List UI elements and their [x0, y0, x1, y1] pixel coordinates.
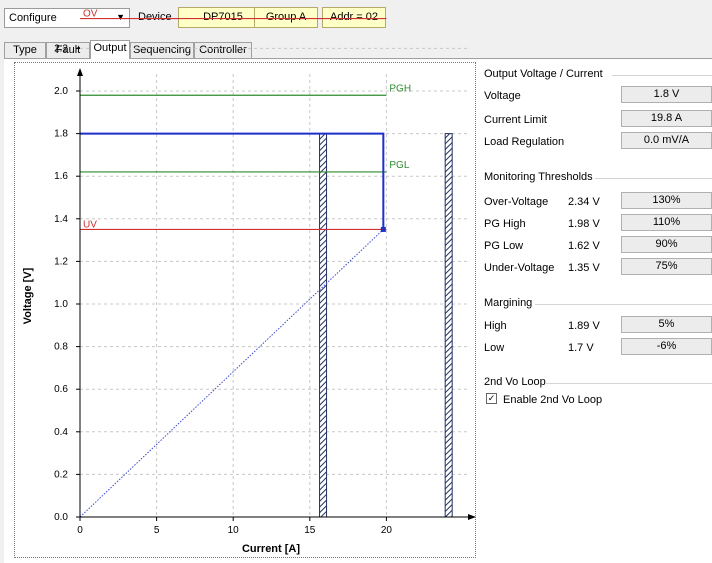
pg-low-value[interactable]: 90%: [621, 236, 712, 253]
margining-row-volt: 1.89 V: [568, 320, 600, 332]
y-axis-label: Voltage [V]: [22, 267, 34, 324]
tab-type[interactable]: Type: [4, 42, 46, 58]
monitoring-group-title: Monitoring Thresholds: [484, 171, 593, 183]
y-axis-arrow: [77, 68, 83, 76]
pg-high-value[interactable]: 110%: [621, 214, 712, 231]
x-tick-label: 0: [77, 525, 83, 536]
y-tick-label: 1.6: [54, 171, 68, 182]
device-label: Device: [138, 11, 172, 23]
x-tick-label: 5: [154, 525, 160, 536]
x-tick-label: 10: [228, 525, 240, 536]
y-tick-label: 0.6: [54, 384, 68, 395]
tab-output[interactable]: Output: [90, 40, 130, 59]
configure-dropdown[interactable]: Configure ▼: [4, 8, 130, 28]
threshold-row-volt: 1.35 V: [568, 262, 600, 274]
y-tick-label: 0.0: [54, 512, 68, 523]
enable-vo-loop-label: Enable 2nd Vo Loop: [503, 394, 603, 406]
tab-fault[interactable]: Fault: [46, 42, 90, 58]
x-axis-label: Current [A]: [242, 543, 300, 555]
threshold-row-volt: 1.98 V: [568, 218, 600, 230]
operating-point-marker: [380, 226, 386, 232]
divider: [612, 75, 712, 76]
margin-high-value[interactable]: 5%: [621, 316, 712, 333]
y-tick-label: 1.8: [54, 129, 68, 140]
x-axis-arrow: [468, 514, 476, 520]
group-field: Group A: [254, 7, 318, 28]
load-line: [79, 229, 384, 518]
divider: [535, 304, 712, 305]
divider: [595, 178, 712, 179]
y-tick-label: 0.4: [54, 427, 68, 438]
configure-label: Configure: [9, 12, 57, 24]
threshold-row-volt: 2.34 V: [568, 196, 600, 208]
threshold-row-label: Under-Voltage: [484, 262, 555, 274]
threshold-label-ov: OV: [83, 9, 98, 20]
chevron-down-icon: ▼: [116, 12, 125, 22]
threshold-row-label: PG Low: [484, 240, 524, 252]
x-tick-label: 20: [381, 525, 393, 536]
threshold-label-pgl: PGL: [389, 160, 409, 171]
chart-frame: [14, 62, 476, 558]
y-tick-label: 1.4: [54, 214, 68, 225]
current-limit-value[interactable]: 19.8 A: [621, 110, 712, 127]
tab-sequencing[interactable]: Sequencing: [130, 42, 194, 58]
y-tick-label: 2.0: [54, 86, 68, 97]
threshold-label-uv: UV: [83, 219, 97, 230]
output-row-label: Current Limit: [484, 114, 547, 126]
output-row-label: Voltage: [484, 90, 521, 102]
hatched-bar: [444, 133, 453, 518]
threshold-row-label: Over-Voltage: [484, 196, 549, 208]
margining-row-volt: 1.7 V: [568, 342, 594, 354]
vo-loop-group-title: 2nd Vo Loop: [484, 376, 546, 388]
y-tick-label: 0.2: [54, 469, 68, 480]
threshold-row-label: PG High: [484, 218, 526, 230]
device-field: DP7015: [178, 7, 268, 28]
load-regulation-value[interactable]: 0.0 mV/A: [621, 132, 712, 149]
tab-controller[interactable]: Controller: [194, 42, 252, 58]
over-voltage-value[interactable]: 130%: [621, 192, 712, 209]
checkmark-icon: ✓: [487, 393, 496, 403]
voltage-value[interactable]: 1.8 V: [621, 86, 712, 103]
threshold-label-pgh: PGH: [389, 83, 411, 94]
x-tick-label: 15: [304, 525, 316, 536]
enable-vo-loop-checkbox[interactable]: ✓: [486, 393, 497, 404]
margining-row-label: High: [484, 320, 507, 332]
threshold-row-volt: 1.62 V: [568, 240, 600, 252]
output-curve: [80, 132, 385, 230]
divider: [546, 383, 712, 384]
addr-field: Addr = 02: [322, 7, 386, 28]
y-tick-label: 0.8: [54, 342, 68, 353]
hatched-bar: [319, 133, 328, 518]
margin-low-value[interactable]: -6%: [621, 338, 712, 355]
under-voltage-value[interactable]: 75%: [621, 258, 712, 275]
margining-row-label: Low: [484, 342, 505, 354]
output-group-title: Output Voltage / Current: [484, 68, 603, 80]
output-row-label: Load Regulation: [484, 136, 565, 148]
y-tick-label: 2.2: [54, 43, 68, 54]
y-tick-label: 1.0: [54, 299, 68, 310]
y-tick-label: 1.2: [54, 256, 68, 267]
margining-group-title: Margining: [484, 297, 533, 309]
